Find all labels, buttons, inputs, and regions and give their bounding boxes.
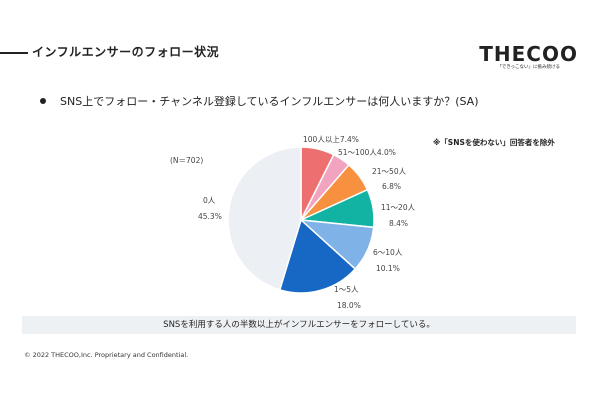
label-1-5-pct: 18.0% <box>337 301 361 310</box>
label-0-name: 0人 <box>203 196 216 205</box>
copyright-footer: © 2022 THECOO,Inc. Proprietary and Confi… <box>24 351 189 359</box>
logo-tagline: 「できっこない」に挑み続ける <box>497 65 561 70</box>
sample-size-label: (N＝702) <box>170 156 204 165</box>
brand-logo: THECOO 「できっこない」に挑み続ける <box>479 43 578 71</box>
label-11-20-name: 11〜20人 <box>381 203 416 212</box>
exclusion-note: ※「SNSを使わない」回答者を除外 <box>433 138 555 147</box>
survey-question: SNS上でフォロー・チャンネル登録しているインフルエンサーは何人いますか？(SA… <box>60 95 479 108</box>
bullet-icon <box>40 98 46 104</box>
label-0-pct: 45.3% <box>198 212 222 221</box>
logo-text: THECOO <box>479 42 578 66</box>
label-6-10-pct: 10.1% <box>376 264 400 273</box>
label-51-100: 51〜100人4.0% <box>338 148 396 157</box>
label-21-50-name: 21〜50人 <box>372 167 407 176</box>
pie-slice-6 <box>227 146 302 291</box>
pie-slice-5 <box>278 218 357 294</box>
label-6-10-name: 6〜10人 <box>373 248 403 257</box>
label-100plus: 100人以上7.4% <box>303 135 359 144</box>
pie-slices <box>227 146 375 294</box>
summary-banner: SNSを利用する人の半数以上がインフルエンサーをフォローしている。 <box>22 316 576 334</box>
page-title: インフルエンサーのフォロー状況 <box>32 45 220 59</box>
title-rule <box>0 52 28 54</box>
label-1-5-name: 1〜5人 <box>334 285 359 294</box>
label-21-50-pct: 6.8% <box>382 182 401 191</box>
label-11-20-pct: 8.4% <box>389 219 408 228</box>
